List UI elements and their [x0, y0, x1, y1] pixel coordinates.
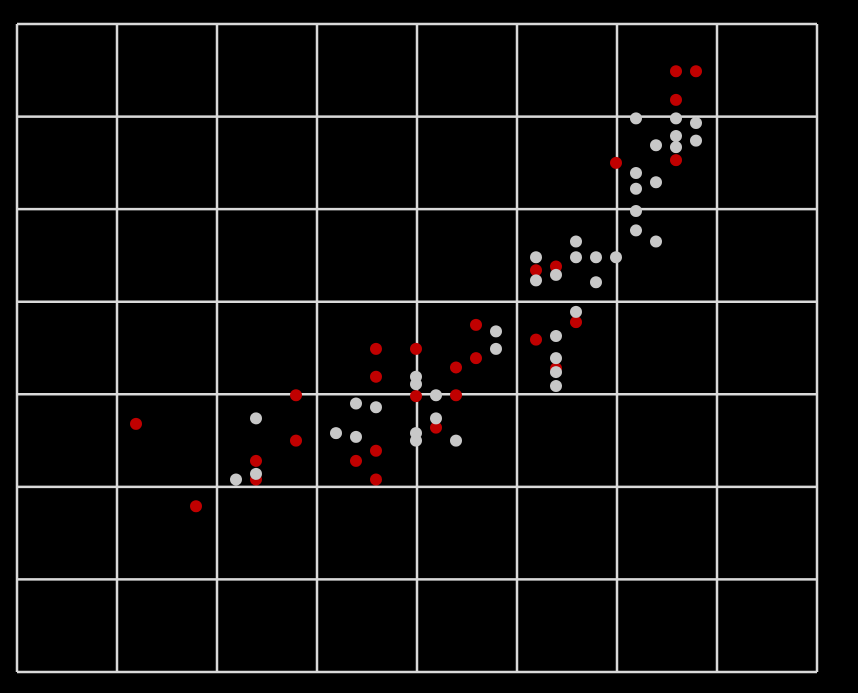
point	[670, 112, 682, 125]
point	[530, 274, 542, 287]
point	[630, 112, 642, 125]
point	[550, 366, 562, 379]
point	[570, 316, 582, 329]
point	[550, 329, 562, 342]
point	[570, 235, 582, 248]
point	[250, 412, 262, 425]
point	[690, 65, 702, 78]
point	[650, 176, 662, 189]
point	[630, 182, 642, 195]
point	[690, 117, 702, 130]
point	[370, 473, 382, 486]
point	[610, 251, 622, 264]
point	[370, 444, 382, 457]
point	[350, 430, 362, 443]
point	[330, 427, 342, 440]
point	[230, 473, 242, 486]
point	[450, 389, 462, 402]
point	[530, 333, 542, 346]
point	[630, 204, 642, 217]
point	[530, 264, 542, 277]
point	[470, 352, 482, 365]
point	[430, 421, 442, 434]
point	[570, 251, 582, 264]
point	[370, 342, 382, 355]
point	[670, 141, 682, 154]
point	[410, 342, 422, 355]
point	[670, 130, 682, 143]
point	[290, 434, 302, 447]
point	[490, 325, 502, 338]
point	[650, 139, 662, 152]
point	[410, 390, 422, 403]
point	[670, 154, 682, 167]
point	[650, 235, 662, 248]
point	[590, 276, 602, 289]
point	[450, 361, 462, 374]
point	[370, 401, 382, 414]
point	[430, 389, 442, 402]
point	[630, 167, 642, 180]
point	[350, 454, 362, 467]
point	[550, 260, 562, 273]
point	[550, 379, 562, 392]
point	[250, 454, 262, 467]
point	[490, 342, 502, 355]
point	[430, 412, 442, 425]
point	[350, 397, 362, 410]
point	[630, 224, 642, 237]
point	[410, 378, 422, 391]
point	[670, 65, 682, 78]
point	[670, 93, 682, 106]
point	[370, 370, 382, 383]
point	[570, 305, 582, 318]
point	[450, 434, 462, 447]
point	[590, 251, 602, 264]
point	[610, 156, 622, 169]
point	[550, 352, 562, 365]
point	[250, 467, 262, 480]
point	[130, 417, 142, 430]
point	[550, 268, 562, 281]
point	[290, 389, 302, 402]
point	[530, 251, 542, 264]
point	[470, 318, 482, 331]
point	[690, 134, 702, 147]
point	[190, 500, 202, 513]
point	[410, 434, 422, 447]
